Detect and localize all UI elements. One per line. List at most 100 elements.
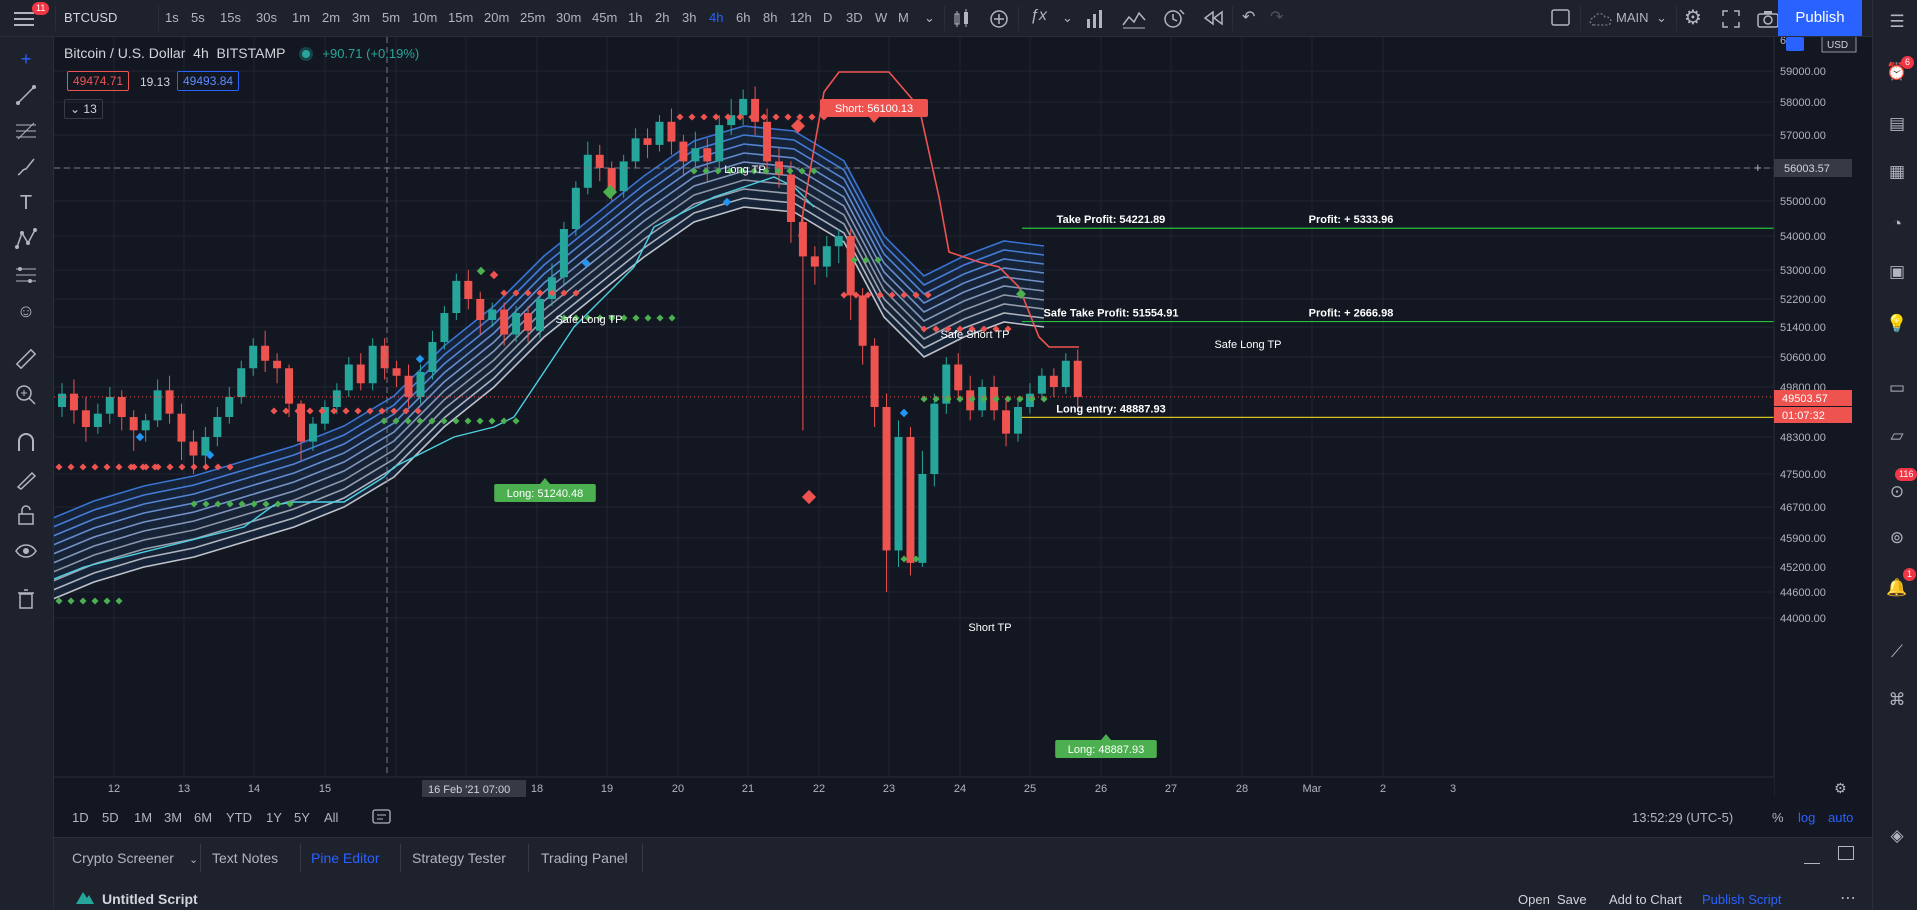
streams-icon[interactable]: ⊙	[1889, 482, 1905, 501]
range-6m[interactable]: 6M	[194, 810, 213, 825]
range-3m[interactable]: 3M	[164, 810, 183, 825]
interval-3D[interactable]: 3D	[846, 10, 863, 25]
menu-icon[interactable]	[14, 9, 36, 27]
range-all[interactable]: All	[324, 810, 339, 825]
interval-1h[interactable]: 1h	[628, 10, 643, 25]
trend-line-icon[interactable]	[14, 83, 38, 107]
tab-text-notes[interactable]: Text Notes	[212, 850, 279, 866]
camera-icon[interactable]	[1757, 10, 1779, 33]
trash-icon[interactable]	[14, 587, 38, 611]
interval-D[interactable]: D	[823, 10, 833, 25]
interval-W[interactable]: W	[875, 10, 888, 25]
publish-script-button[interactable]: Publish Script	[1702, 892, 1782, 907]
eye-icon[interactable]	[14, 539, 38, 563]
bar-chart-icon[interactable]	[1085, 9, 1107, 34]
fullscreen-icon[interactable]	[1722, 10, 1740, 33]
interval-5m[interactable]: 5m	[382, 10, 401, 25]
ask-price[interactable]: 49493.84	[177, 71, 240, 91]
more-icon[interactable]: ⋯	[1840, 890, 1856, 907]
interval-5s[interactable]: 5s	[191, 10, 205, 25]
interval-15s[interactable]: 15s	[220, 10, 241, 25]
fib-retracement-icon[interactable]	[14, 119, 38, 143]
brush-icon[interactable]	[14, 155, 38, 179]
alert-icon[interactable]	[1162, 8, 1186, 35]
auto-toggle[interactable]: auto	[1828, 810, 1854, 825]
watchlist-icon[interactable]: ▤	[1888, 114, 1906, 133]
menu-icon[interactable]: ☰	[1889, 12, 1905, 31]
interval-45m[interactable]: 45m	[592, 10, 618, 25]
templates-icon[interactable]	[1122, 9, 1146, 34]
save-button[interactable]: Save	[1557, 892, 1587, 907]
interval-M[interactable]: M	[898, 10, 909, 25]
chat-icon[interactable]: ▭	[1888, 378, 1906, 397]
lock-icon[interactable]	[14, 503, 38, 527]
interval-1s[interactable]: 1s	[165, 10, 179, 25]
tab-crypto-screener[interactable]: Crypto Screener	[72, 850, 174, 866]
goto-date-icon[interactable]	[372, 809, 392, 830]
chevron-down-icon[interactable]: ⌄	[1062, 10, 1073, 25]
range-1d[interactable]: 1D	[72, 810, 89, 825]
indicators-icon[interactable]: ƒx	[1030, 7, 1047, 24]
interval-6h[interactable]: 6h	[736, 10, 751, 25]
clock-display[interactable]: 13:52:29 (UTC-5)	[1632, 810, 1734, 825]
price-chart[interactable]: Take Profit: 54221.89 Profit: + 5333.96 Sa…	[54, 37, 1872, 797]
interval-25m[interactable]: 25m	[520, 10, 546, 25]
interval-20m[interactable]: 20m	[484, 10, 510, 25]
gear-icon[interactable]: ⚙	[1684, 7, 1702, 29]
redo-icon[interactable]: ↷	[1270, 9, 1284, 26]
minimize-icon[interactable]	[1804, 848, 1820, 864]
range-ytd[interactable]: YTD	[226, 810, 252, 825]
object-tree-icon[interactable]: ◈	[1890, 826, 1904, 845]
open-button[interactable]: Open	[1518, 892, 1550, 907]
indicators-toggle[interactable]: ⌄ 13	[64, 99, 103, 119]
stay-drawing-icon[interactable]	[14, 467, 38, 491]
ideas-icon[interactable]: 💡	[1886, 314, 1908, 333]
interval-3m[interactable]: 3m	[352, 10, 371, 25]
zoom-in-icon[interactable]	[14, 383, 38, 407]
interval-2h[interactable]: 2h	[655, 10, 670, 25]
broadcast-icon[interactable]: ⊚	[1889, 528, 1905, 547]
script-name[interactable]: Untitled Script	[102, 891, 198, 907]
symbol-title[interactable]: Bitcoin / U.S. Dollar 4h BITSTAMP	[64, 45, 286, 61]
undo-icon[interactable]: ↶	[1242, 9, 1256, 26]
candles-style-icon[interactable]	[952, 9, 974, 34]
calendar-icon[interactable]: ▣	[1888, 262, 1906, 281]
chevron-down-icon[interactable]: ⌄	[924, 10, 935, 25]
range-5d[interactable]: 5D	[102, 810, 119, 825]
messages-icon[interactable]: ▱	[1890, 426, 1904, 445]
text-tool-icon[interactable]: T	[19, 192, 33, 214]
data-window-icon[interactable]: ▦	[1888, 162, 1906, 181]
percent-toggle[interactable]: %	[1772, 810, 1784, 825]
crosshair-icon[interactable]: +	[20, 49, 32, 69]
layout-name[interactable]: MAIN	[1616, 10, 1649, 25]
hotlist-icon[interactable]: ◔	[1891, 214, 1903, 233]
tab-strategy-tester[interactable]: Strategy Tester	[412, 850, 506, 866]
range-5y[interactable]: 5Y	[294, 810, 310, 825]
interval-15m[interactable]: 15m	[448, 10, 474, 25]
layout-select-icon[interactable]	[1551, 9, 1571, 32]
interval-4h[interactable]: 4h	[709, 10, 724, 25]
interval-12h[interactable]: 12h	[790, 10, 812, 25]
interval-1m[interactable]: 1m	[292, 10, 311, 25]
publish-button[interactable]: Publish	[1778, 0, 1862, 36]
emoji-icon[interactable]: ☺	[16, 301, 36, 321]
trend-icon[interactable]: ⟋	[1891, 642, 1903, 661]
symbol-search-button[interactable]: BTCUSD	[64, 10, 118, 25]
chevron-down-icon[interactable]: ⌄	[189, 854, 199, 866]
tab-pine-editor[interactable]: Pine Editor	[311, 850, 380, 866]
bell-icon[interactable]: 🔔	[1886, 578, 1908, 597]
interval-2m[interactable]: 2m	[322, 10, 341, 25]
range-1m[interactable]: 1M	[134, 810, 153, 825]
chevron-down-icon[interactable]: ⌄	[1656, 10, 1667, 25]
range-1y[interactable]: 1Y	[266, 810, 282, 825]
pattern-icon[interactable]	[14, 227, 38, 251]
compare-symbol-icon[interactable]	[988, 8, 1010, 35]
interval-30s[interactable]: 30s	[256, 10, 277, 25]
interval-8h[interactable]: 8h	[763, 10, 778, 25]
bid-price[interactable]: 49474.71	[67, 71, 130, 91]
interval-10m[interactable]: 10m	[412, 10, 438, 25]
log-toggle[interactable]: log	[1798, 810, 1816, 825]
prediction-icon[interactable]	[14, 263, 38, 287]
interval-30m[interactable]: 30m	[556, 10, 582, 25]
replay-icon[interactable]	[1203, 10, 1224, 31]
